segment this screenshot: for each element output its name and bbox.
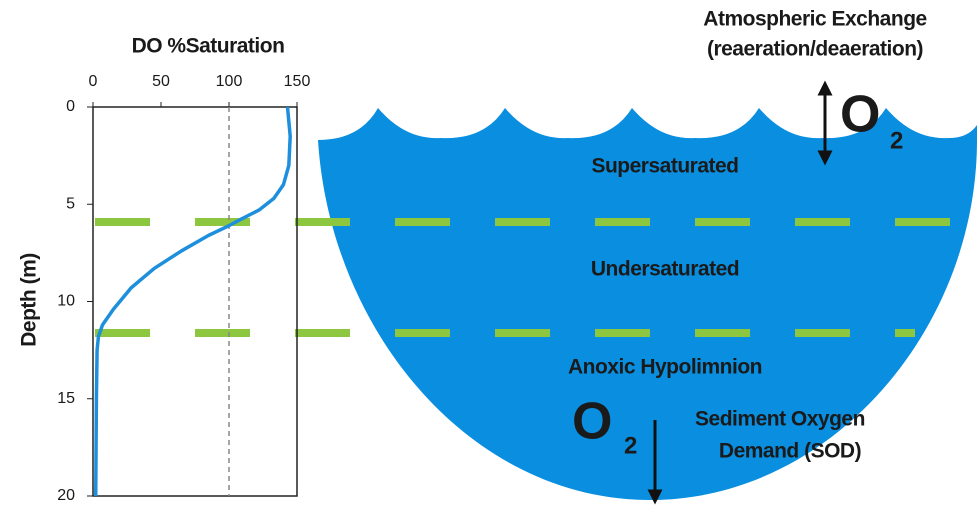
plot-frame [93,107,297,496]
layer-label: Anoxic Hypolimnion [568,356,762,379]
x-axis-title: DO %Saturation [132,35,285,58]
y-tick-label: 10 [57,293,75,310]
x-tick-label: 0 [89,73,98,90]
y-tick-label: 15 [57,390,75,407]
y-tick-label: 5 [66,195,75,212]
atmosphere-label: (reaeration/deaeration) [707,38,923,61]
layer-label: Undersaturated [591,258,739,281]
diagram: DO %Saturation Depth (m) Atmospheric Exc… [0,0,977,507]
x-tick-label: 100 [216,73,243,90]
oxygen-subscript: 2 [624,432,637,459]
oxygen-subscript: 2 [890,127,903,154]
do-profile [96,107,290,496]
oxygen-symbol: O [840,86,880,144]
sod-label: Demand (SOD) [719,440,861,463]
layer-label: Supersaturated [591,155,738,178]
sod-label: Sediment Oxygen [695,408,865,431]
atmosphere-label: Atmospheric Exchange [703,8,926,31]
y-axis-title: Depth (m) [18,253,41,347]
oxygen-symbol: O [572,393,612,451]
y-tick-label: 0 [66,98,75,115]
y-tick-label: 20 [57,487,75,504]
x-tick-label: 150 [284,73,311,90]
x-tick-label: 50 [152,73,170,90]
